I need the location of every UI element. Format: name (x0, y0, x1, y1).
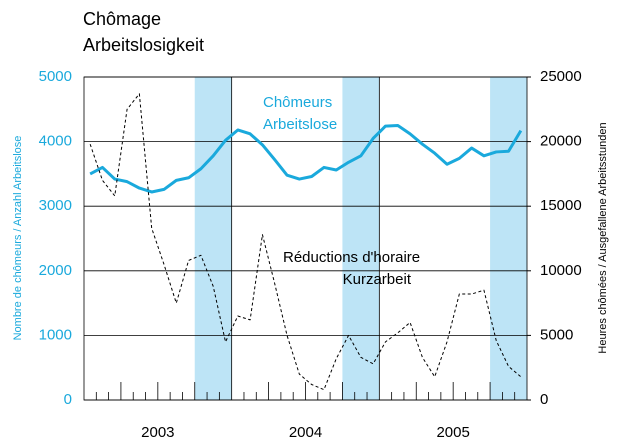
y-tick-label: 1000 (39, 326, 72, 343)
y-tick-label: 0 (64, 391, 72, 408)
y2-axis-label: Heures chômées / Ausgefallene Arbeitsstu… (597, 122, 609, 353)
y2-tick-label: 25000 (540, 68, 582, 85)
y-tick-label: 2000 (39, 262, 72, 279)
y2-tick-label: 0 (540, 391, 548, 408)
y-tick-label: 3000 (39, 197, 72, 214)
chart-subtitle: Arbeitslosigkeit (83, 35, 204, 55)
highlight-band (342, 77, 380, 400)
chart-title: Chômage (83, 9, 161, 29)
y2-tick-label: 15000 (540, 197, 582, 214)
x-year-label: 2004 (289, 424, 322, 441)
y-tick-label: 4000 (39, 133, 72, 150)
series-line (89, 123, 523, 194)
highlight-band (194, 77, 232, 400)
series-line (89, 93, 522, 391)
x-year-label: 2005 (436, 424, 469, 441)
highlight-band (490, 77, 527, 400)
y2-tick-label: 10000 (540, 262, 582, 279)
x-year-label: 2003 (141, 424, 174, 441)
annotation: Arbeitslose (263, 116, 337, 133)
y2-tick-label: 5000 (540, 326, 573, 343)
annotation: Chômeurs (263, 94, 332, 111)
y-tick-label: 5000 (39, 68, 72, 85)
y-axis-label: Nombre de chômeurs / Anzahl Arbeitslose (12, 136, 24, 341)
y2-tick-label: 20000 (540, 133, 582, 150)
annotation: Kurzarbeit (343, 271, 412, 288)
annotation: Réductions d'horaire (283, 249, 420, 266)
